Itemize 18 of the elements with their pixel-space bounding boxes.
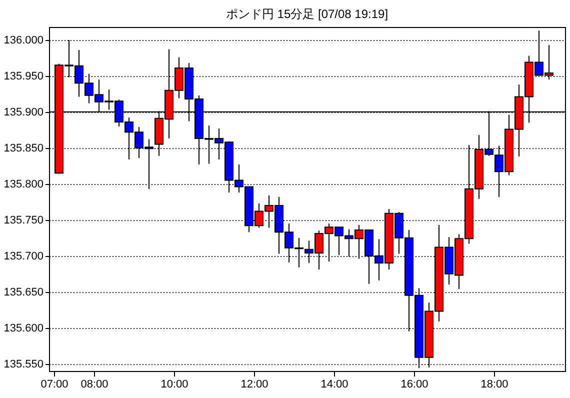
y-tick-label: 135.600 [4, 322, 44, 334]
x-tick-label: 14:00 [320, 378, 348, 390]
y-tick-label: 135.650 [4, 286, 44, 298]
y-tick-label: 135.550 [4, 358, 44, 370]
y-tick-label: 135.700 [4, 250, 44, 262]
x-tick-label: 10:00 [160, 378, 188, 390]
y-tick-label: 136.000 [4, 34, 44, 46]
y-tick-label: 135.850 [4, 142, 44, 154]
x-tick-label: 08:00 [80, 378, 108, 390]
x-tick-label: 07:00 [40, 378, 68, 390]
x-tick-label: 18:00 [480, 378, 508, 390]
y-tick-label: 135.750 [4, 214, 44, 226]
y-tick-label: 135.950 [4, 70, 44, 82]
y-tick-label: 135.900 [4, 106, 44, 118]
chart-title: ポンド円 15分足 [07/08 19:19] [226, 7, 388, 21]
y-tick-label: 135.800 [4, 178, 44, 190]
x-tick-label: 12:00 [240, 378, 268, 390]
x-tick-label: 16:00 [400, 378, 428, 390]
